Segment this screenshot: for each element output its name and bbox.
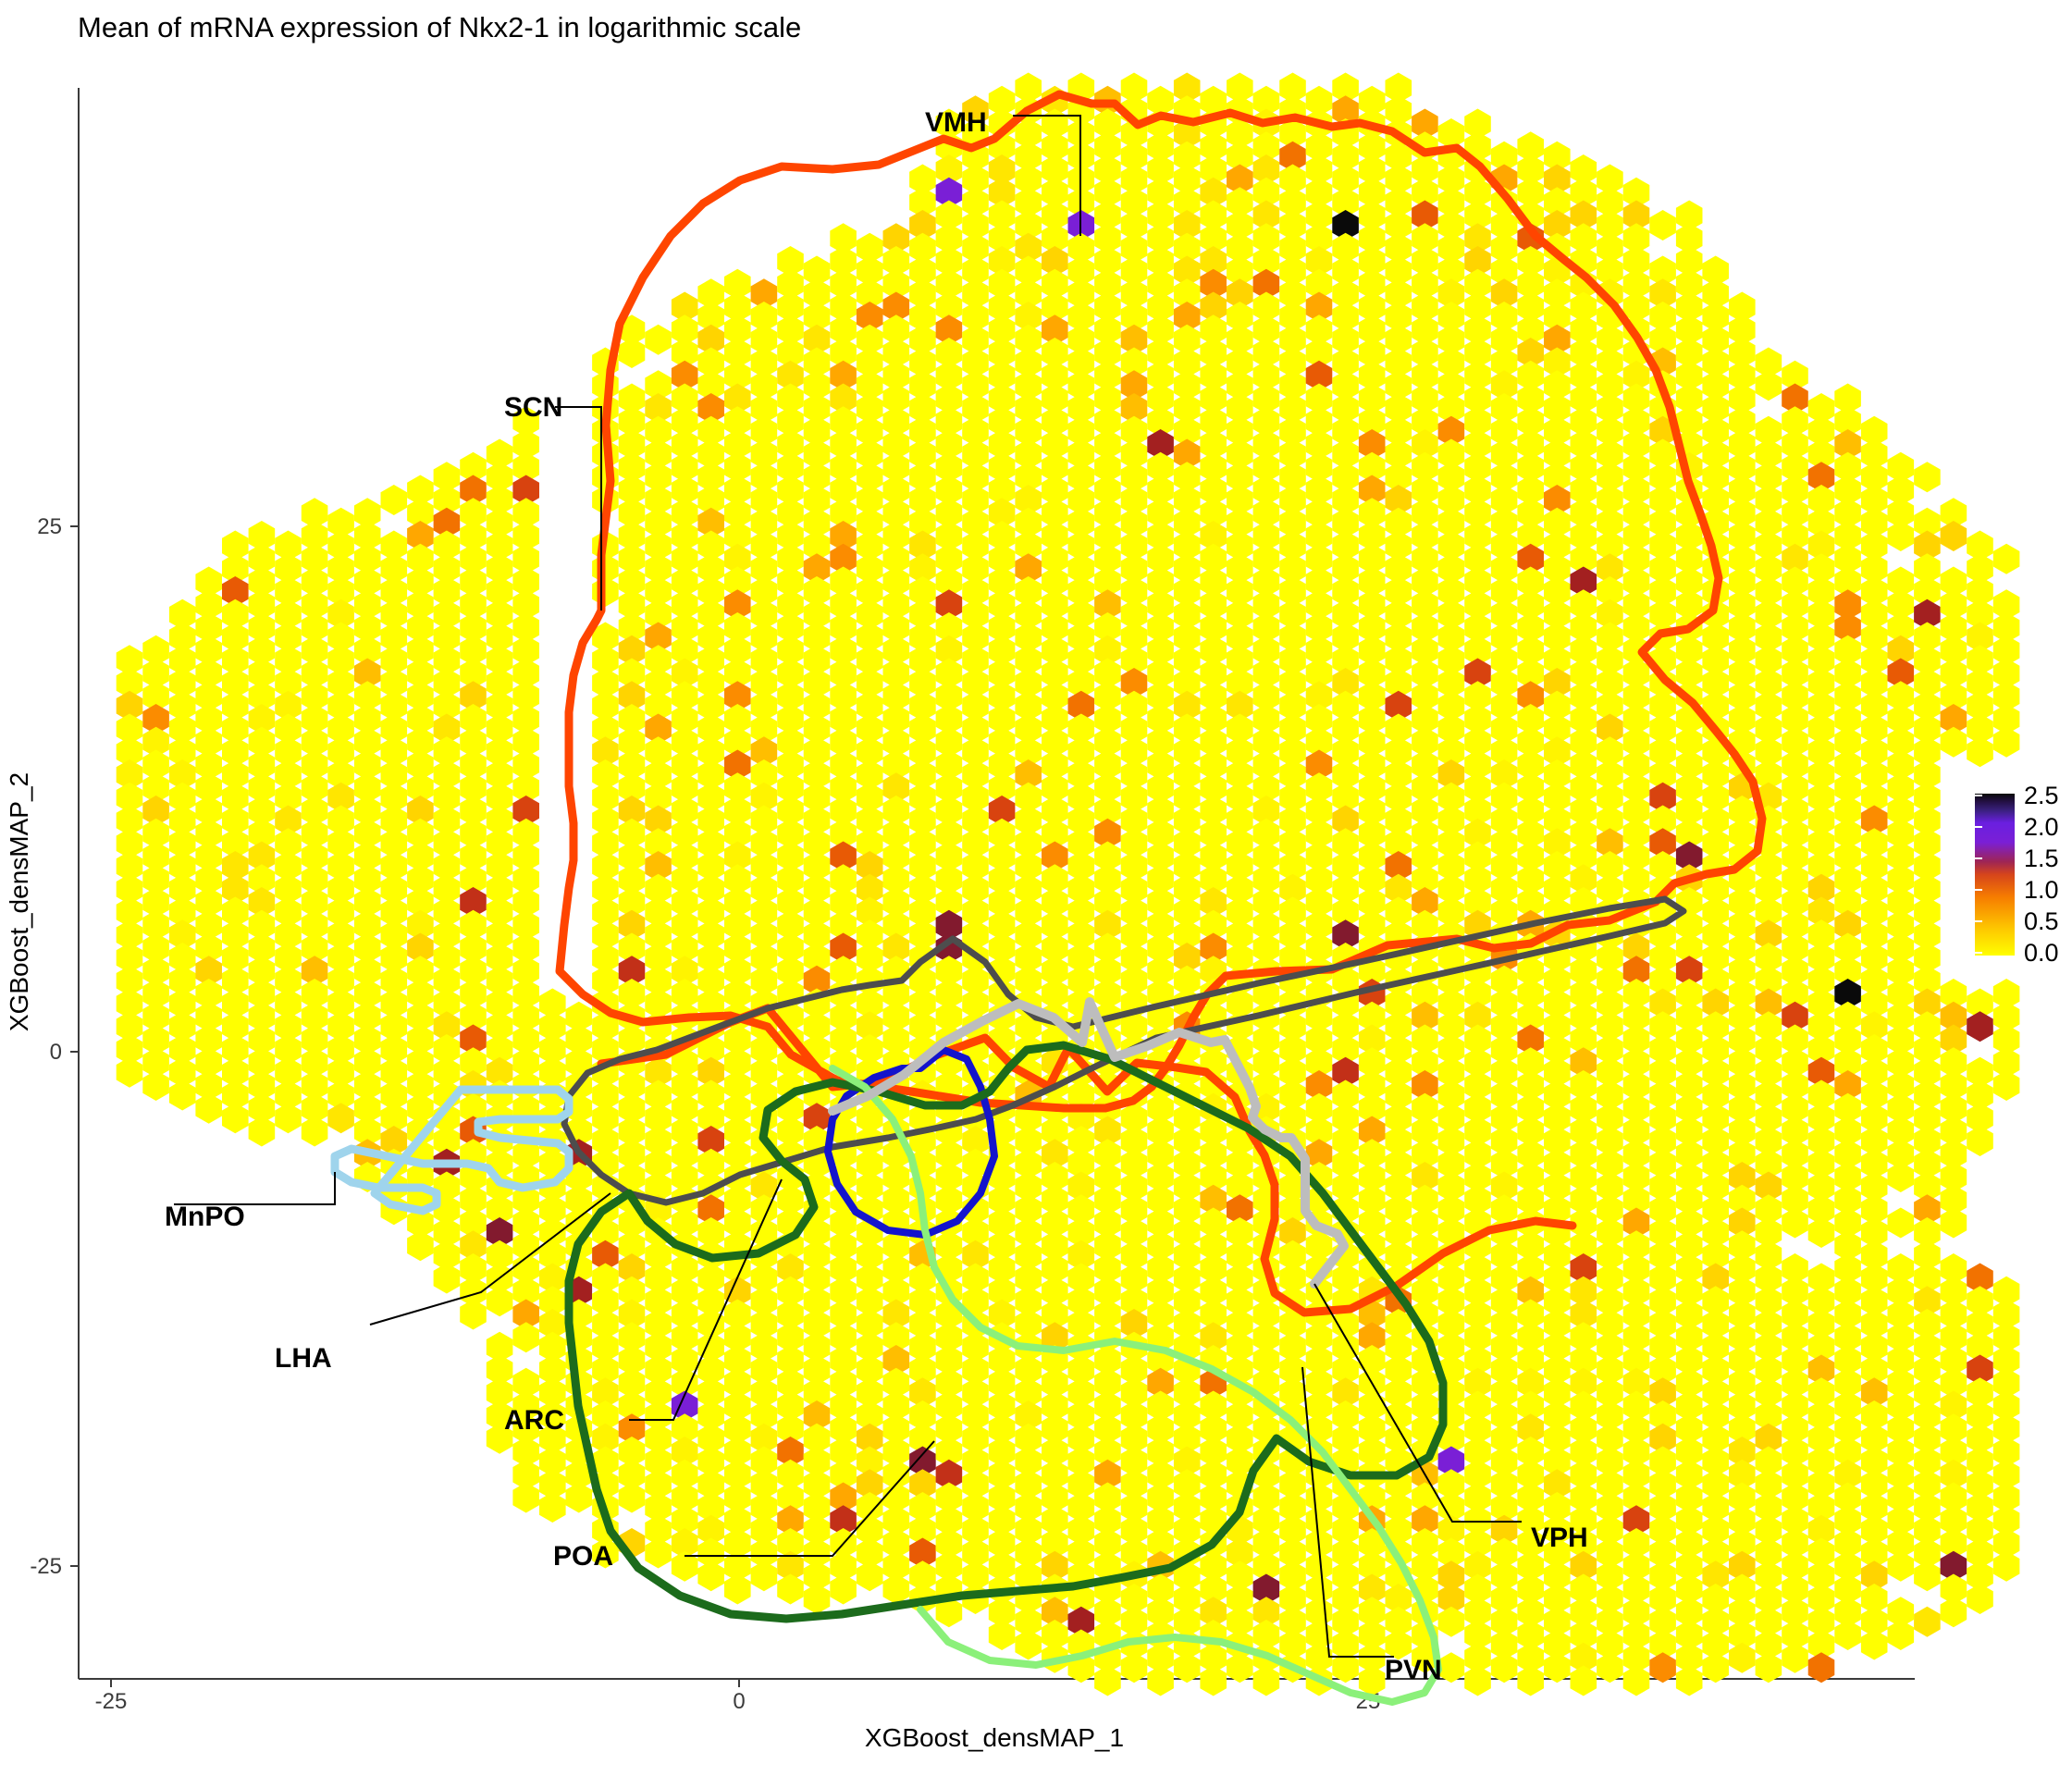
svg-text:0.0: 0.0 [2024, 939, 2059, 967]
svg-text:VPH: VPH [1531, 1523, 1588, 1553]
svg-text:2.0: 2.0 [2024, 813, 2059, 841]
svg-text:0: 0 [733, 1689, 745, 1714]
svg-text:-25: -25 [95, 1689, 128, 1714]
svg-text:-25: -25 [30, 1554, 62, 1579]
svg-text:XGBoost_densMAP_2: XGBoost_densMAP_2 [5, 772, 33, 1031]
svg-text:0: 0 [50, 1040, 62, 1065]
svg-text:2.5: 2.5 [2024, 782, 2059, 809]
svg-text:1.0: 1.0 [2024, 876, 2059, 904]
svg-text:LHA: LHA [275, 1343, 332, 1374]
svg-text:VMH: VMH [925, 107, 987, 138]
svg-text:0.5: 0.5 [2024, 907, 2059, 935]
svg-text:XGBoost_densMAP_1: XGBoost_densMAP_1 [865, 1723, 1124, 1752]
svg-text:1.5: 1.5 [2024, 845, 2059, 872]
svg-text:MnPO: MnPO [165, 1202, 245, 1232]
svg-text:PVN: PVN [1385, 1655, 1442, 1685]
svg-text:ARC: ARC [504, 1405, 564, 1436]
svg-text:25: 25 [37, 514, 62, 539]
svg-text:SCN: SCN [504, 392, 562, 423]
svg-text:Mean of mRNA expression of Nkx: Mean of mRNA expression of Nkx2-1 in log… [78, 11, 801, 43]
svg-text:POA: POA [553, 1541, 613, 1572]
